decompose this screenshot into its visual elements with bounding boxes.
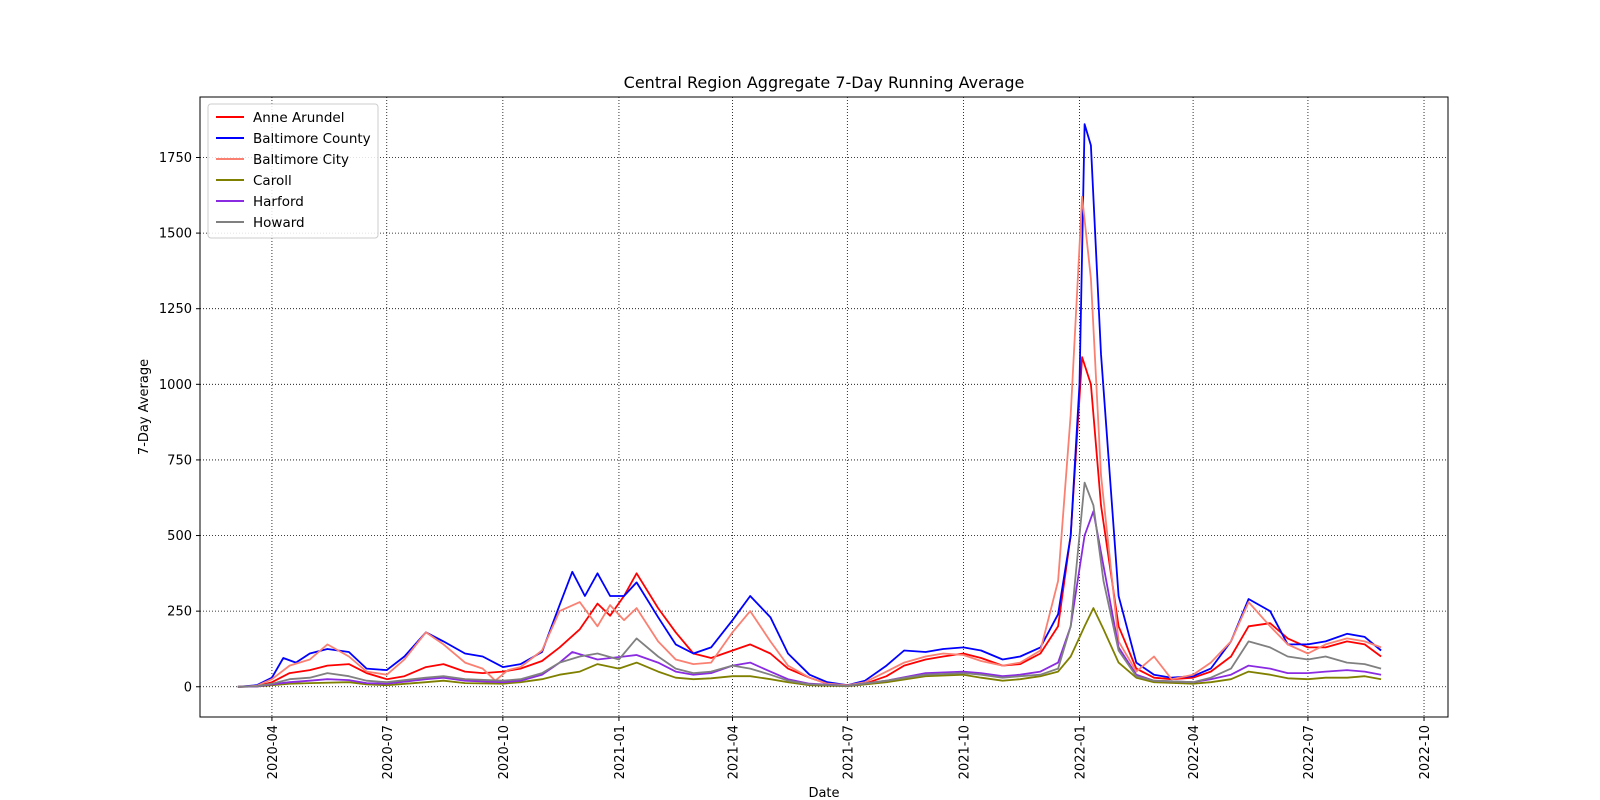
y-axis-label: 7-Day Average [137,359,152,455]
x-tick-label: 2022-10 [1418,725,1433,779]
y-tick-label: 1000 [159,378,192,393]
y-tick-label: 250 [167,605,192,620]
x-tick-label: 2020-04 [266,725,281,779]
y-tick-label: 500 [167,529,192,544]
x-axis-label: Date [808,786,839,800]
legend-entry-label: Baltimore County [253,131,371,147]
y-tick-label: 1750 [159,151,192,166]
series-lines [237,123,1382,688]
legend-entry-label: Howard [253,215,305,231]
legend: Anne Arundel Baltimore County Baltimore Ci… [207,103,379,239]
x-tick-label: 2020-07 [381,725,396,779]
series-line-baltimore-city [237,195,1382,688]
legend-entry-label: Caroll [253,173,292,189]
legend-entry-label: Harford [253,194,304,210]
x-tick-label: 2022-07 [1302,725,1317,779]
series-line-harford [237,510,1382,688]
x-tick-label: 2020-10 [497,725,512,779]
x-tick-label: 2022-01 [1074,725,1089,779]
x-tick-label: 2021-01 [613,725,628,779]
y-tick-label: 0 [184,680,192,695]
x-tick-label: 2021-04 [727,725,742,779]
x-axis-ticks: 2020-04 2020-07 2020-10 2021-01 2021-04 2021-… [266,717,1433,779]
y-tick-label: 1250 [159,302,192,317]
legend-entry-label: Anne Arundel [253,110,344,126]
legend-box [207,103,379,239]
legend-entry-label: Baltimore City [253,152,349,168]
x-tick-label: 2021-10 [957,725,972,779]
chart-title: Central Region Aggregate 7-Day Running A… [624,73,1025,92]
y-tick-label: 1500 [159,227,192,242]
plot-frame [199,96,1449,718]
series-line-howard [237,481,1382,688]
y-axis-ticks: 0 250 500 750 1000 1250 1500 1750 [159,151,200,695]
x-tick-label: 2021-07 [841,725,856,779]
y-tick-label: 750 [167,453,192,468]
x-tick-label: 2022-04 [1187,725,1202,779]
